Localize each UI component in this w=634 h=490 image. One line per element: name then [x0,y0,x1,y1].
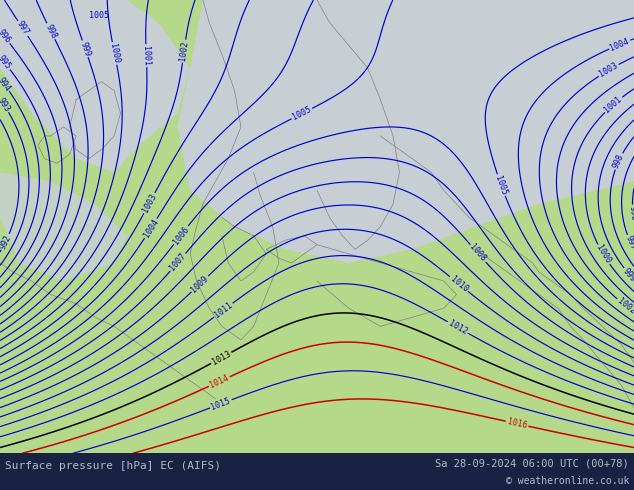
Text: 1014: 1014 [209,373,230,390]
Text: 1005: 1005 [493,174,509,196]
Text: 1015: 1015 [210,396,232,412]
Text: Surface pressure [hPa] EC (AIFS): Surface pressure [hPa] EC (AIFS) [5,461,221,471]
Text: 992: 992 [0,233,13,251]
Text: 994: 994 [0,75,12,93]
Text: 1001: 1001 [603,95,624,115]
Text: 1010: 1010 [448,274,470,294]
Text: 995: 995 [0,54,13,71]
Text: 997: 997 [624,235,634,252]
Text: 1011: 1011 [212,300,234,319]
Text: 1002: 1002 [616,296,634,316]
Text: 993: 993 [0,96,11,113]
Polygon shape [178,0,634,263]
Text: 1000: 1000 [108,43,121,64]
Text: 1005: 1005 [89,11,109,20]
Text: Sa 28-09-2024 06:00 UTC (00+78): Sa 28-09-2024 06:00 UTC (00+78) [435,459,629,468]
Polygon shape [0,0,190,172]
Text: 1013: 1013 [210,349,232,367]
Text: © weatheronline.co.uk: © weatheronline.co.uk [505,476,629,486]
Polygon shape [0,172,127,281]
Text: 1004: 1004 [609,36,631,52]
Text: 996: 996 [628,206,634,221]
Text: 1012: 1012 [447,318,469,336]
Text: 997: 997 [15,20,30,37]
Text: 1005: 1005 [291,105,313,122]
Text: 1001: 1001 [141,46,151,66]
Text: 996: 996 [0,27,13,45]
Text: 1016: 1016 [507,417,527,430]
Text: 1009: 1009 [190,274,210,294]
Text: 1000: 1000 [595,244,612,266]
Text: 999: 999 [621,266,634,284]
Text: 998: 998 [611,152,626,170]
Text: 1007: 1007 [168,252,188,273]
Text: 1002: 1002 [178,41,190,62]
Text: 1008: 1008 [468,243,488,264]
Text: 1004: 1004 [141,218,160,239]
Text: 999: 999 [79,40,92,57]
Text: 1003: 1003 [141,192,158,214]
Text: 998: 998 [44,23,58,40]
Text: 1003: 1003 [598,61,619,79]
Text: 1006: 1006 [171,224,191,246]
